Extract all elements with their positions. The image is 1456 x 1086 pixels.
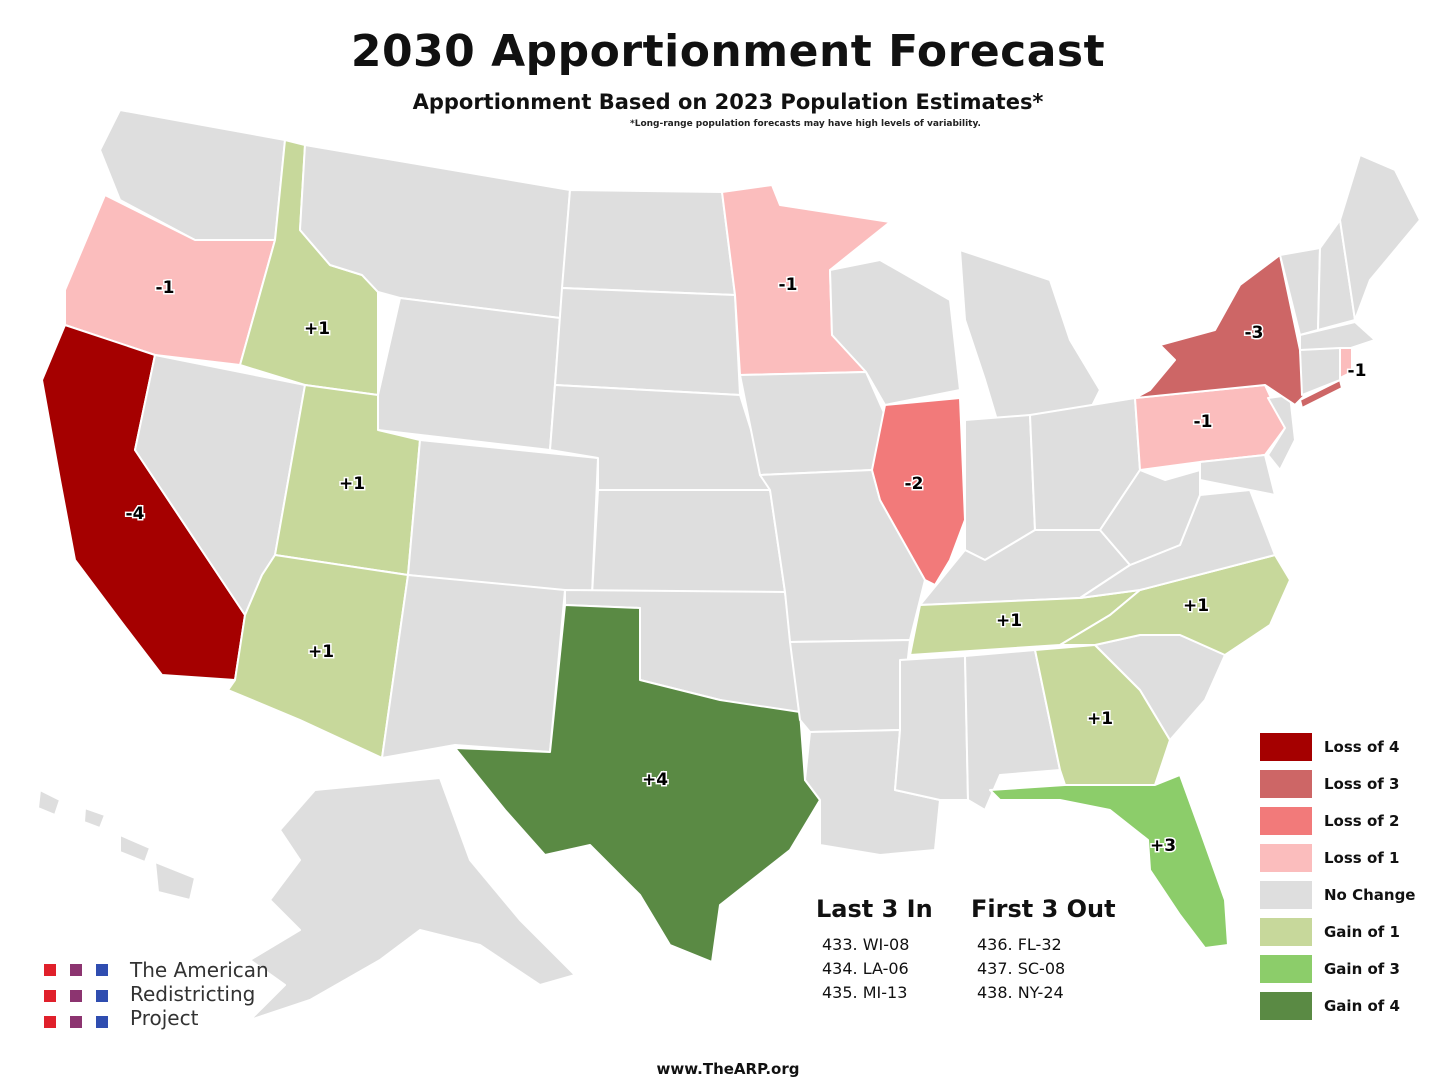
state-wisconsin bbox=[829, 259, 961, 406]
last-in-entry: 435. MI-13 bbox=[822, 983, 908, 1002]
legend-label: Gain of 1 bbox=[1324, 922, 1400, 941]
state-maryland bbox=[1199, 454, 1276, 496]
state-north-carolina bbox=[1059, 554, 1291, 656]
logo-squares-icon bbox=[44, 964, 108, 1030]
legend-label: Loss of 4 bbox=[1324, 737, 1400, 756]
state-south-dakota bbox=[554, 287, 741, 396]
map-subtitle: Apportionment Based on 2023 Population E… bbox=[412, 90, 1044, 114]
legend-swatch bbox=[1260, 991, 1312, 1020]
state-iowa bbox=[739, 371, 886, 476]
label-utah: +1 bbox=[339, 474, 365, 494]
label-idaho: +1 bbox=[304, 319, 330, 339]
legend-label: Gain of 4 bbox=[1324, 996, 1400, 1015]
legend-item: No Change bbox=[1260, 876, 1415, 913]
website-link[interactable]: www.TheARP.org bbox=[656, 1060, 800, 1078]
state-kansas bbox=[591, 489, 786, 596]
legend-swatch bbox=[1260, 954, 1312, 983]
state-michigan bbox=[959, 249, 1101, 431]
first-out-entry: 436. FL-32 bbox=[977, 935, 1062, 954]
logo-line: Project bbox=[130, 1006, 199, 1030]
label-tennessee: +1 bbox=[996, 611, 1022, 631]
label-florida: +3 bbox=[1150, 836, 1176, 856]
first-out-entry: 438. NY-24 bbox=[977, 983, 1064, 1002]
state-mississippi bbox=[894, 655, 969, 801]
legend-swatch bbox=[1260, 843, 1312, 872]
legend-swatch bbox=[1260, 769, 1312, 798]
legend-item: Loss of 2 bbox=[1260, 802, 1415, 839]
label-arizona: +1 bbox=[308, 642, 334, 662]
last-in-entry: 434. LA-06 bbox=[822, 959, 909, 978]
first-out-entry: 437. SC-08 bbox=[977, 959, 1066, 978]
state-north-dakota bbox=[561, 189, 736, 296]
legend-swatch bbox=[1260, 880, 1312, 909]
legend-swatch bbox=[1260, 917, 1312, 946]
map-legend: Loss of 4 Loss of 3 Loss of 2 Loss of 1 … bbox=[1260, 728, 1415, 1024]
state-alaska bbox=[249, 777, 576, 1021]
state-massachusetts bbox=[1299, 321, 1376, 351]
label-illinois: -2 bbox=[905, 474, 924, 494]
last-in-list: Last 3 In 433. WI-08 434. LA-06 435. MI-… bbox=[816, 895, 933, 1005]
label-rhode-island: -1 bbox=[1348, 361, 1367, 381]
legend-swatch bbox=[1260, 806, 1312, 835]
legend-label: Loss of 1 bbox=[1324, 848, 1400, 867]
label-california: -4 bbox=[126, 504, 145, 524]
last-in-entry: 433. WI-08 bbox=[822, 935, 910, 954]
label-pennsylvania: -1 bbox=[1194, 412, 1213, 432]
legend-item: Loss of 3 bbox=[1260, 765, 1415, 802]
legend-label: No Change bbox=[1324, 885, 1416, 904]
legend-item: Loss of 1 bbox=[1260, 839, 1415, 876]
legend-label: Gain of 3 bbox=[1324, 959, 1400, 978]
label-new-york: -3 bbox=[1245, 323, 1264, 343]
label-oregon: -1 bbox=[156, 278, 175, 298]
label-minnesota: -1 bbox=[779, 275, 798, 295]
state-long-island bbox=[1299, 379, 1343, 409]
legend-item: Gain of 4 bbox=[1260, 987, 1415, 1024]
first-out-list: First 3 Out 436. FL-32 437. SC-08 438. N… bbox=[971, 895, 1116, 1005]
legend-item: Gain of 1 bbox=[1260, 913, 1415, 950]
legend-swatch bbox=[1260, 732, 1312, 761]
state-new-york bbox=[1134, 254, 1306, 406]
state-texas bbox=[454, 604, 821, 963]
map-footnote: *Long-range population forecasts may hav… bbox=[630, 119, 981, 129]
legend-label: Loss of 3 bbox=[1324, 774, 1400, 793]
state-oregon bbox=[64, 194, 276, 366]
last-in-heading: Last 3 In bbox=[816, 895, 933, 923]
legend-label: Loss of 2 bbox=[1324, 811, 1400, 830]
state-hawaii bbox=[37, 789, 196, 901]
state-florida bbox=[989, 774, 1229, 949]
legend-item: Gain of 3 bbox=[1260, 950, 1415, 987]
map-title: 2030 Apportionment Forecast bbox=[350, 26, 1106, 77]
state-connecticut bbox=[1299, 347, 1341, 396]
arp-logo: The American Redistricting Project bbox=[44, 958, 269, 1030]
logo-line: Redistricting bbox=[130, 982, 256, 1006]
legend-item: Loss of 4 bbox=[1260, 728, 1415, 765]
state-illinois bbox=[871, 397, 966, 586]
state-rhode-island bbox=[1339, 347, 1353, 379]
logo-line: The American bbox=[130, 958, 269, 982]
state-arkansas bbox=[789, 639, 911, 733]
state-wyoming bbox=[377, 297, 561, 451]
logo-text: The American Redistricting Project bbox=[130, 958, 269, 1030]
first-out-heading: First 3 Out bbox=[971, 895, 1116, 923]
state-maine bbox=[1339, 154, 1421, 321]
label-north-carolina: +1 bbox=[1183, 596, 1209, 616]
state-new-mexico bbox=[381, 574, 566, 759]
label-texas: +4 bbox=[642, 770, 668, 790]
state-colorado bbox=[407, 439, 599, 596]
state-west-virginia bbox=[1099, 469, 1201, 566]
label-georgia: +1 bbox=[1087, 709, 1113, 729]
